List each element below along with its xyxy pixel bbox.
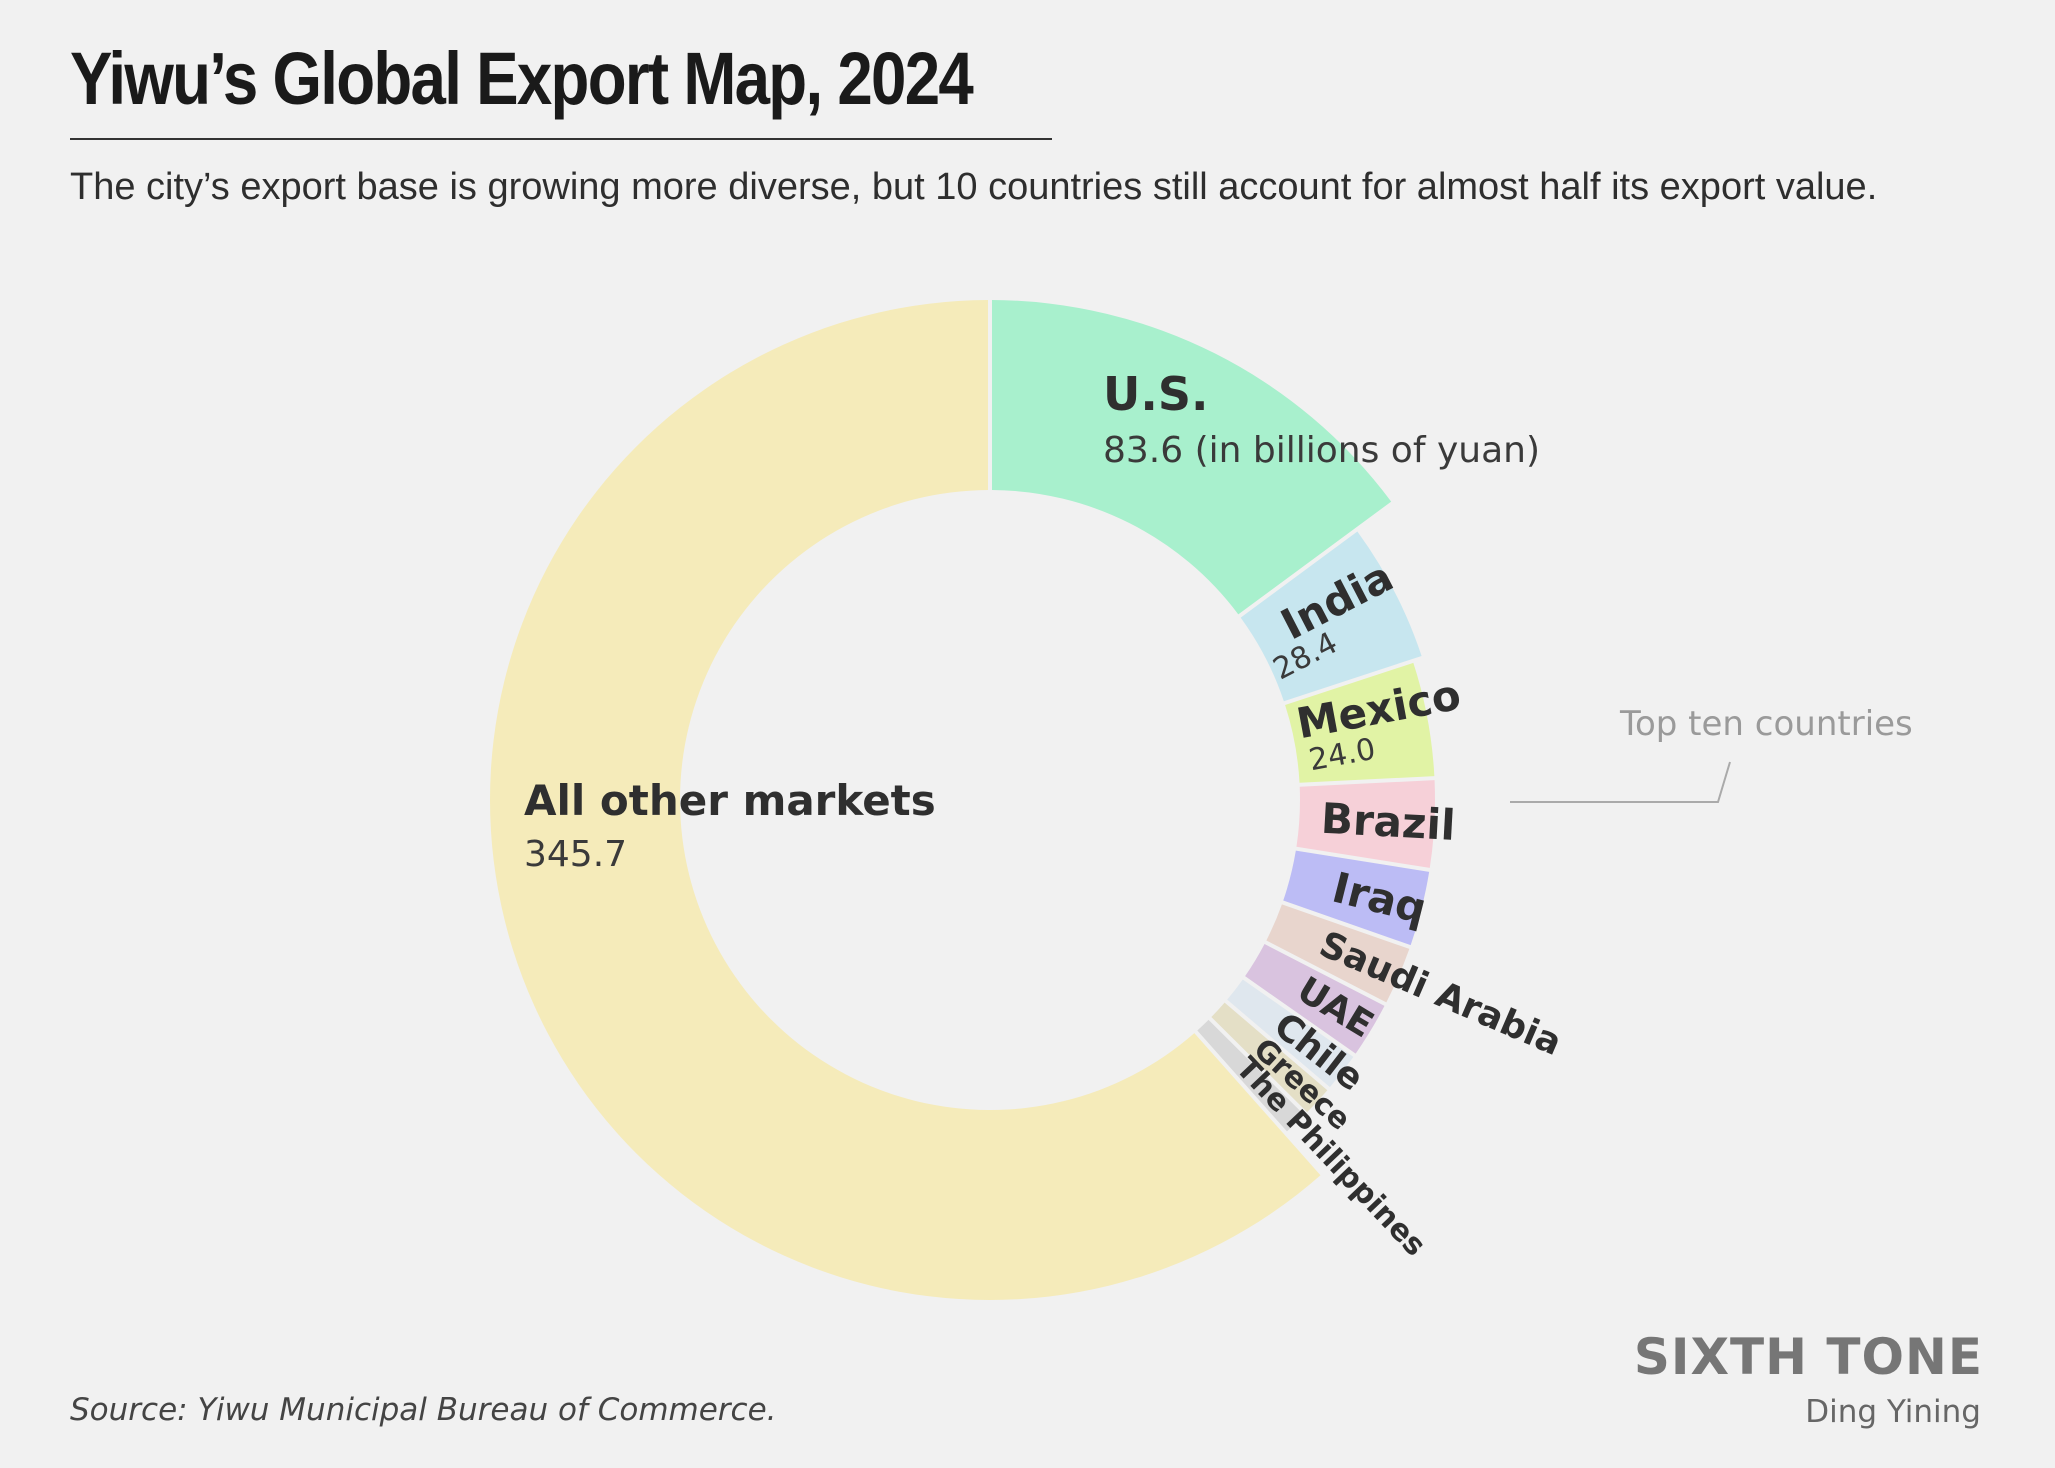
- slice-chile: [1227, 979, 1354, 1088]
- slice-u-s: [992, 300, 1392, 615]
- slice-label-brazil: Brazil: [1320, 794, 1457, 850]
- slice-the-philippines: [1197, 1019, 1305, 1132]
- slice-greece: [1211, 1002, 1328, 1113]
- source-note: Source: Yiwu Municipal Bureau of Commerc…: [70, 1392, 777, 1428]
- slice-value-all-other-markets: 345.7: [524, 834, 627, 875]
- annotation-leader-line: [1510, 761, 1731, 803]
- donut-slices: [490, 300, 1435, 1300]
- author-credit: Ding Yining: [1805, 1394, 1981, 1430]
- chart-subtitle: The city’s export base is growing more d…: [70, 166, 1878, 208]
- slice-all-other-markets: [490, 300, 1321, 1300]
- annotation-top-ten: Top ten countries: [1619, 704, 1913, 744]
- title-underline: [70, 138, 1052, 140]
- slice-india: [1240, 531, 1422, 702]
- chart-title: Yiwu’s Global Export Map, 2024: [70, 37, 974, 120]
- brand-logo: SIXTH TONE: [1633, 1328, 1983, 1386]
- slice-label-all-other-markets: All other markets: [524, 776, 936, 825]
- slice-iraq: [1283, 850, 1430, 946]
- slice-uae: [1245, 943, 1385, 1054]
- slice-saudi-arabia: [1266, 904, 1410, 1003]
- slice-value-u-s: 83.6 (in billions of yuan): [1103, 430, 1540, 471]
- slice-mexico: [1285, 662, 1435, 783]
- slice-label-u-s: U.S.: [1103, 367, 1208, 421]
- slice-brazil: [1296, 780, 1435, 868]
